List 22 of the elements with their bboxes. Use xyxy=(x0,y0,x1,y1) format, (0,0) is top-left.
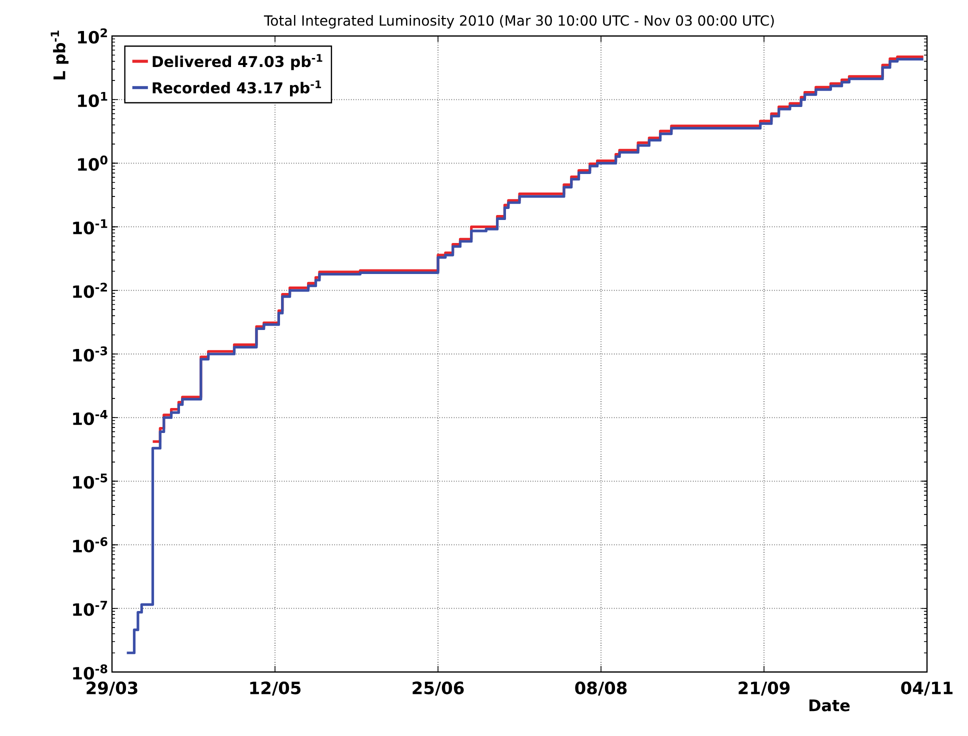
legend-label: Delivered 47.03 pb$^{-1}$ xyxy=(152,54,322,70)
y-tick-label: 10$^{-7}$ xyxy=(73,600,108,616)
y-tick-label: 10$^{-3}$ xyxy=(73,346,108,362)
x-tick-label: 21/09 xyxy=(738,682,790,696)
x-tick-label: 04/11 xyxy=(901,682,953,696)
y-tick-label: 10$^{-5}$ xyxy=(73,474,108,489)
x-tick-label: 08/08 xyxy=(575,682,627,696)
chart-title: Total Integrated Luminosity 2010 (Mar 30 10:00 UTC - Nov 03 00:00 UTC) xyxy=(264,15,774,29)
x-tick-label: 29/03 xyxy=(86,682,138,696)
y-tick-label: 10$^{0}$ xyxy=(78,156,108,171)
y-tick-label: 10$^{-1}$ xyxy=(73,219,108,234)
y-tick-label: 10$^{-4}$ xyxy=(73,410,108,426)
y-tick-label: 10$^{2}$ xyxy=(78,28,107,44)
x-tick-label: 25/06 xyxy=(412,682,464,696)
y-axis-title: L pb$^{-1}$ xyxy=(50,30,68,80)
x-axis-title: Date xyxy=(809,700,850,712)
x-tick-label: 12/05 xyxy=(250,682,300,696)
y-tick-label: 10$^{-2}$ xyxy=(73,282,107,298)
y-tick-label: 10$^{1}$ xyxy=(78,92,108,108)
y-tick-label: 10$^{-6}$ xyxy=(73,537,108,552)
y-tick-label: 10$^{-8}$ xyxy=(73,664,108,680)
legend-label: Recorded 43.17 pb$^{-1}$ xyxy=(152,80,322,96)
